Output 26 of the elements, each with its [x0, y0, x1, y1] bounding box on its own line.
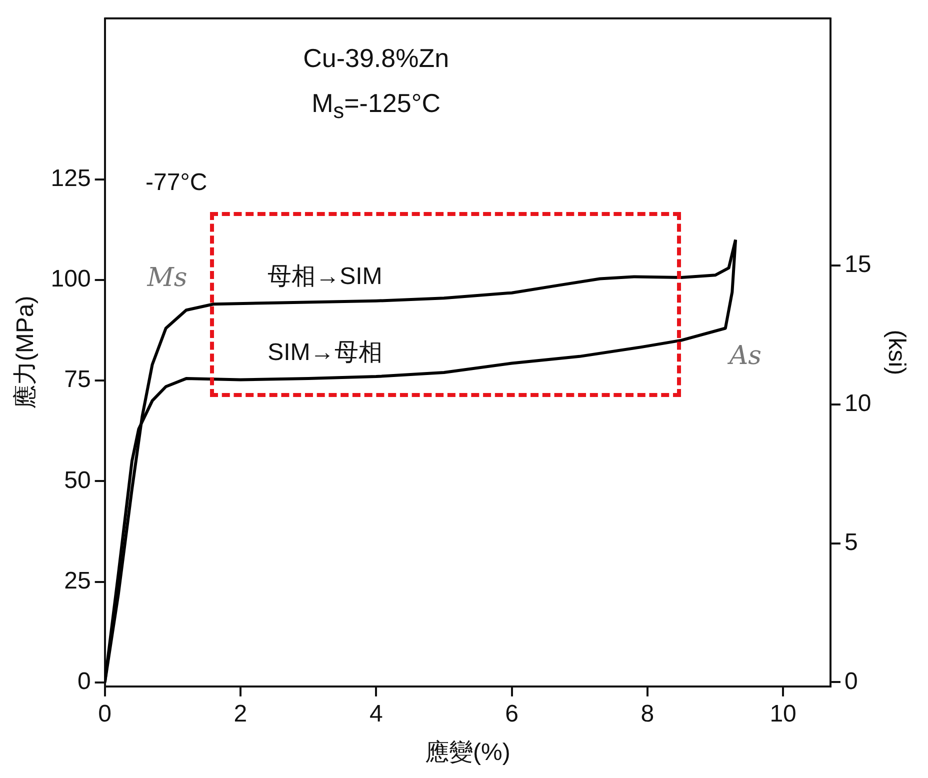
annotation: Ms — [147, 262, 188, 293]
y-tick-label: 75 — [64, 366, 91, 394]
annotation: As — [729, 340, 762, 371]
text: Cu-39.8%Zn — [303, 42, 450, 74]
x-tick-label: 0 — [98, 700, 112, 728]
x-tick-label: 8 — [640, 700, 654, 728]
y-tick-label: 50 — [64, 466, 91, 494]
series-label: 母相→SIM — [268, 262, 382, 292]
x-tick-label: 2 — [234, 700, 248, 728]
x-tick-label: 6 — [505, 700, 518, 728]
y2-tick-label: 15 — [844, 251, 872, 278]
y2-tick-label: 0 — [844, 668, 858, 695]
y-tick-label: 100 — [50, 266, 91, 293]
x-tick-label: 4 — [369, 700, 383, 728]
x-axis-title: 應變(%) — [425, 739, 510, 766]
x-tick-label: 10 — [770, 700, 796, 728]
annotation: -77°C — [146, 169, 208, 198]
y2-axis-title: (ksi) — [882, 330, 910, 376]
y-tick-label: 125 — [50, 164, 91, 192]
y-tick-label: 0 — [77, 668, 91, 695]
y-axis-title: 應力(MPa) — [12, 296, 40, 410]
y2-tick-label: 10 — [844, 390, 872, 418]
y-tick-label: 25 — [64, 567, 91, 594]
y2-tick-label: 5 — [844, 528, 858, 556]
text: M$_{s}$=-125°C — [312, 88, 441, 125]
series-label: SIM→母相 — [268, 338, 382, 368]
